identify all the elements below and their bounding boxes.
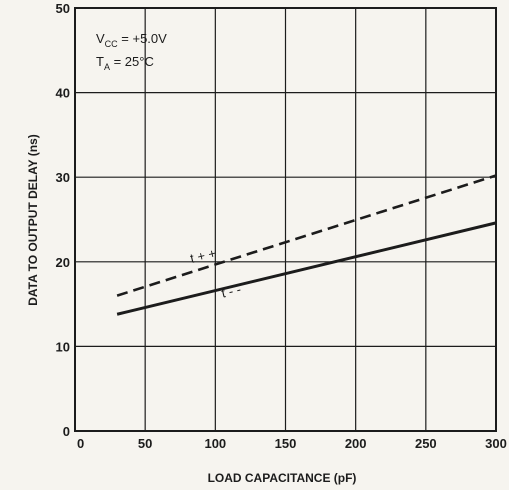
series-label-t-plus-plus: t + +	[189, 245, 218, 265]
y-tick-label: 20	[56, 255, 70, 270]
y-tick-label: 10	[56, 339, 70, 354]
ta-value: = 25°C	[110, 54, 154, 69]
vcc-main: V	[96, 31, 105, 46]
ta-annotation: TA = 25°C	[96, 54, 154, 72]
x-tick-label: 0	[77, 436, 84, 451]
y-tick-label: 50	[56, 1, 70, 16]
series-label-t-minus-minus: t - -	[220, 282, 242, 301]
series-line-t-plus-plus	[116, 174, 497, 297]
x-tick-label: 150	[275, 436, 297, 451]
x-tick-label: 200	[345, 436, 367, 451]
vcc-annotation: VCC = +5.0V	[96, 31, 167, 49]
plot-frame	[74, 7, 497, 432]
vcc-value: = +5.0V	[118, 31, 167, 46]
x-tick-label: 300	[485, 436, 507, 451]
x-tick-label: 50	[138, 436, 152, 451]
x-tick-label: 100	[204, 436, 226, 451]
series-group: t + +t - -	[116, 174, 497, 316]
x-axis-label: LOAD CAPACITANCE (pF)	[208, 471, 357, 485]
ta-main: T	[96, 54, 104, 69]
ta-subscript: A	[104, 62, 110, 72]
y-tick-label: 40	[56, 86, 70, 101]
tick-labels: 0 50 100 150 200 250 300 0 10 20 30 40 50	[56, 1, 507, 451]
x-tick-label: 250	[415, 436, 437, 451]
y-tick-label: 0	[63, 424, 70, 439]
grid	[75, 8, 496, 431]
y-tick-label: 30	[56, 170, 70, 185]
series-line-t-minus-minus	[116, 221, 497, 316]
y-axis-label: DATA TO OUTPUT DELAY (ns)	[26, 134, 40, 306]
vcc-subscript: CC	[105, 39, 118, 49]
